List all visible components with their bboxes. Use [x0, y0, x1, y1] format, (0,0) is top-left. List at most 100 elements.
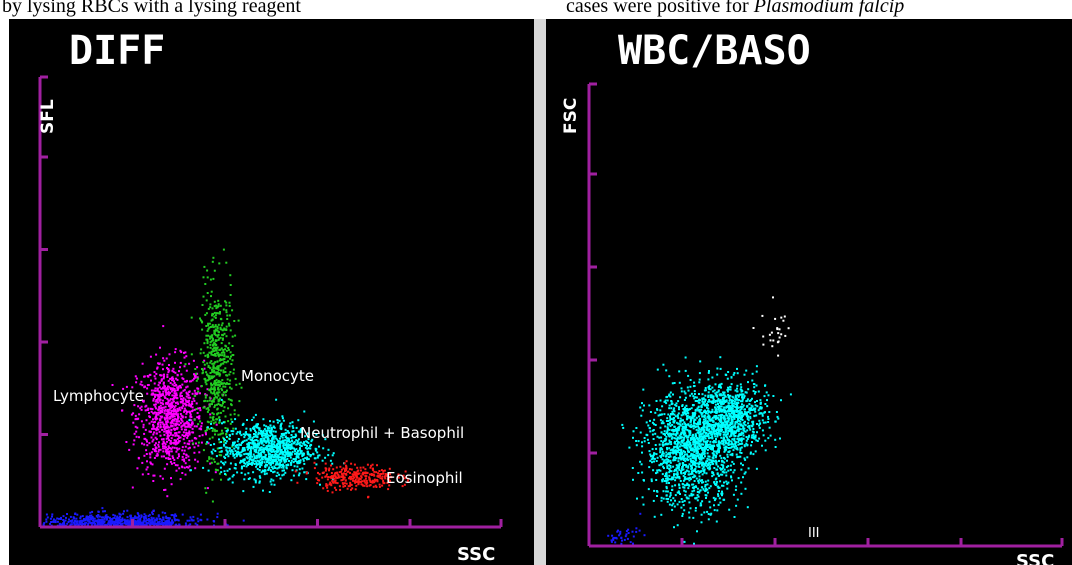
diff-data-point — [148, 422, 151, 425]
diff-data-point — [225, 261, 228, 264]
wbc-baso-data-point — [717, 447, 720, 450]
wbc-baso-data-point — [643, 404, 645, 407]
diff-data-point — [214, 314, 217, 317]
wbc-baso-data-point — [659, 447, 662, 450]
wbc-baso-data-point — [715, 463, 718, 466]
diff-data-point — [211, 412, 214, 415]
diff-data-point — [316, 456, 319, 459]
diff-data-point — [165, 457, 168, 460]
diff-data-point — [177, 417, 180, 420]
wbc-baso-data-point — [659, 399, 662, 402]
wbc-baso-data-point — [678, 483, 680, 486]
wbc-baso-data-point — [689, 457, 692, 460]
wbc-baso-data-point — [676, 415, 679, 418]
diff-data-point — [229, 450, 232, 453]
diff-data-point — [223, 440, 225, 443]
wbc-baso-data-point — [667, 423, 670, 426]
diff-data-point — [374, 479, 377, 482]
diff-data-point — [219, 397, 222, 400]
diff-data-point — [171, 424, 174, 427]
diff-data-point — [175, 469, 178, 472]
diff-data-point — [285, 437, 288, 440]
diff-data-point — [195, 425, 198, 428]
diff-data-point — [222, 248, 225, 251]
diff-data-point — [145, 449, 148, 452]
diff-data-point — [114, 514, 116, 517]
diff-data-point — [173, 387, 176, 390]
wbc-baso-data-point — [717, 427, 719, 430]
diff-data-point — [273, 446, 276, 448]
diff-data-point — [189, 411, 191, 414]
wbc-baso-data-point — [655, 479, 658, 481]
diff-data-point — [162, 382, 165, 385]
diff-data-point — [161, 511, 164, 514]
diff-data-point — [152, 480, 155, 482]
wbc-baso-data-point — [715, 423, 718, 426]
wbc-baso-data-point — [733, 469, 736, 472]
diff-data-point — [220, 432, 223, 435]
diff-data-point — [179, 413, 182, 415]
diff-data-point — [334, 476, 337, 479]
wbc-baso-data-point — [698, 427, 701, 430]
wbc-baso-data-point — [726, 438, 729, 441]
diff-data-point — [368, 478, 371, 481]
diff-data-point — [273, 450, 276, 453]
diff-data-point — [191, 439, 194, 442]
diff-data-point — [160, 387, 163, 390]
diff-data-point — [151, 518, 154, 521]
diff-data-point — [222, 308, 225, 311]
wbc-baso-data-point — [682, 413, 685, 416]
diff-data-point — [233, 441, 236, 444]
diff-data-point — [258, 481, 261, 484]
wbc-baso-data-point — [680, 387, 683, 390]
diff-data-point — [181, 415, 184, 418]
diff-data-point — [210, 350, 213, 353]
wbc-baso-data-point — [698, 440, 701, 443]
monocyte-label: Monocyte — [241, 367, 314, 385]
diff-data-point — [170, 425, 173, 428]
wbc-baso-data-point — [676, 432, 679, 435]
diff-data-point — [292, 426, 295, 429]
diff-data-point — [280, 449, 283, 451]
diff-data-point — [313, 461, 316, 464]
wbc-baso-data-point — [699, 462, 702, 465]
diff-data-point — [185, 380, 188, 383]
diff-data-point — [168, 517, 171, 520]
diff-data-point — [211, 324, 214, 327]
wbc-baso-data-point — [665, 485, 668, 488]
wbc-baso-data-point — [668, 423, 671, 426]
diff-data-point — [337, 475, 340, 478]
diff-data-point — [205, 433, 207, 436]
diff-data-point — [83, 518, 85, 520]
diff-data-point — [261, 435, 264, 438]
diff-data-point — [153, 431, 156, 434]
wbc-baso-data-point — [685, 458, 688, 461]
wbc-baso-data-point — [662, 454, 665, 457]
diff-data-point — [118, 518, 121, 521]
diff-data-point — [216, 335, 219, 338]
wbc-baso-data-point — [696, 499, 699, 502]
wbc-baso-data-point — [673, 470, 676, 473]
wbc-baso-data-point — [697, 425, 700, 428]
wbc-baso-data-point — [659, 451, 662, 454]
diff-data-point — [279, 461, 282, 464]
diff-data-point — [281, 415, 284, 418]
diff-data-point — [193, 389, 196, 392]
diff-data-point — [212, 382, 215, 385]
wbc-baso-data-point — [721, 467, 724, 470]
diff-data-point — [214, 395, 217, 398]
wbc-baso-data-point — [684, 472, 686, 475]
diff-data-point — [355, 471, 358, 474]
diff-data-point — [220, 460, 223, 463]
wbc-baso-data-point — [689, 507, 692, 510]
diff-data-point — [185, 412, 188, 415]
diff-data-point — [218, 441, 221, 444]
diff-data-point — [151, 463, 154, 466]
wbc-baso-data-point — [708, 500, 711, 503]
wbc-baso-data-point — [720, 463, 723, 466]
diff-data-point — [296, 451, 299, 454]
diff-data-point — [352, 475, 355, 478]
diff-data-point — [172, 400, 175, 403]
diff-data-point — [175, 413, 177, 415]
wbc-baso-data-point — [694, 470, 697, 473]
